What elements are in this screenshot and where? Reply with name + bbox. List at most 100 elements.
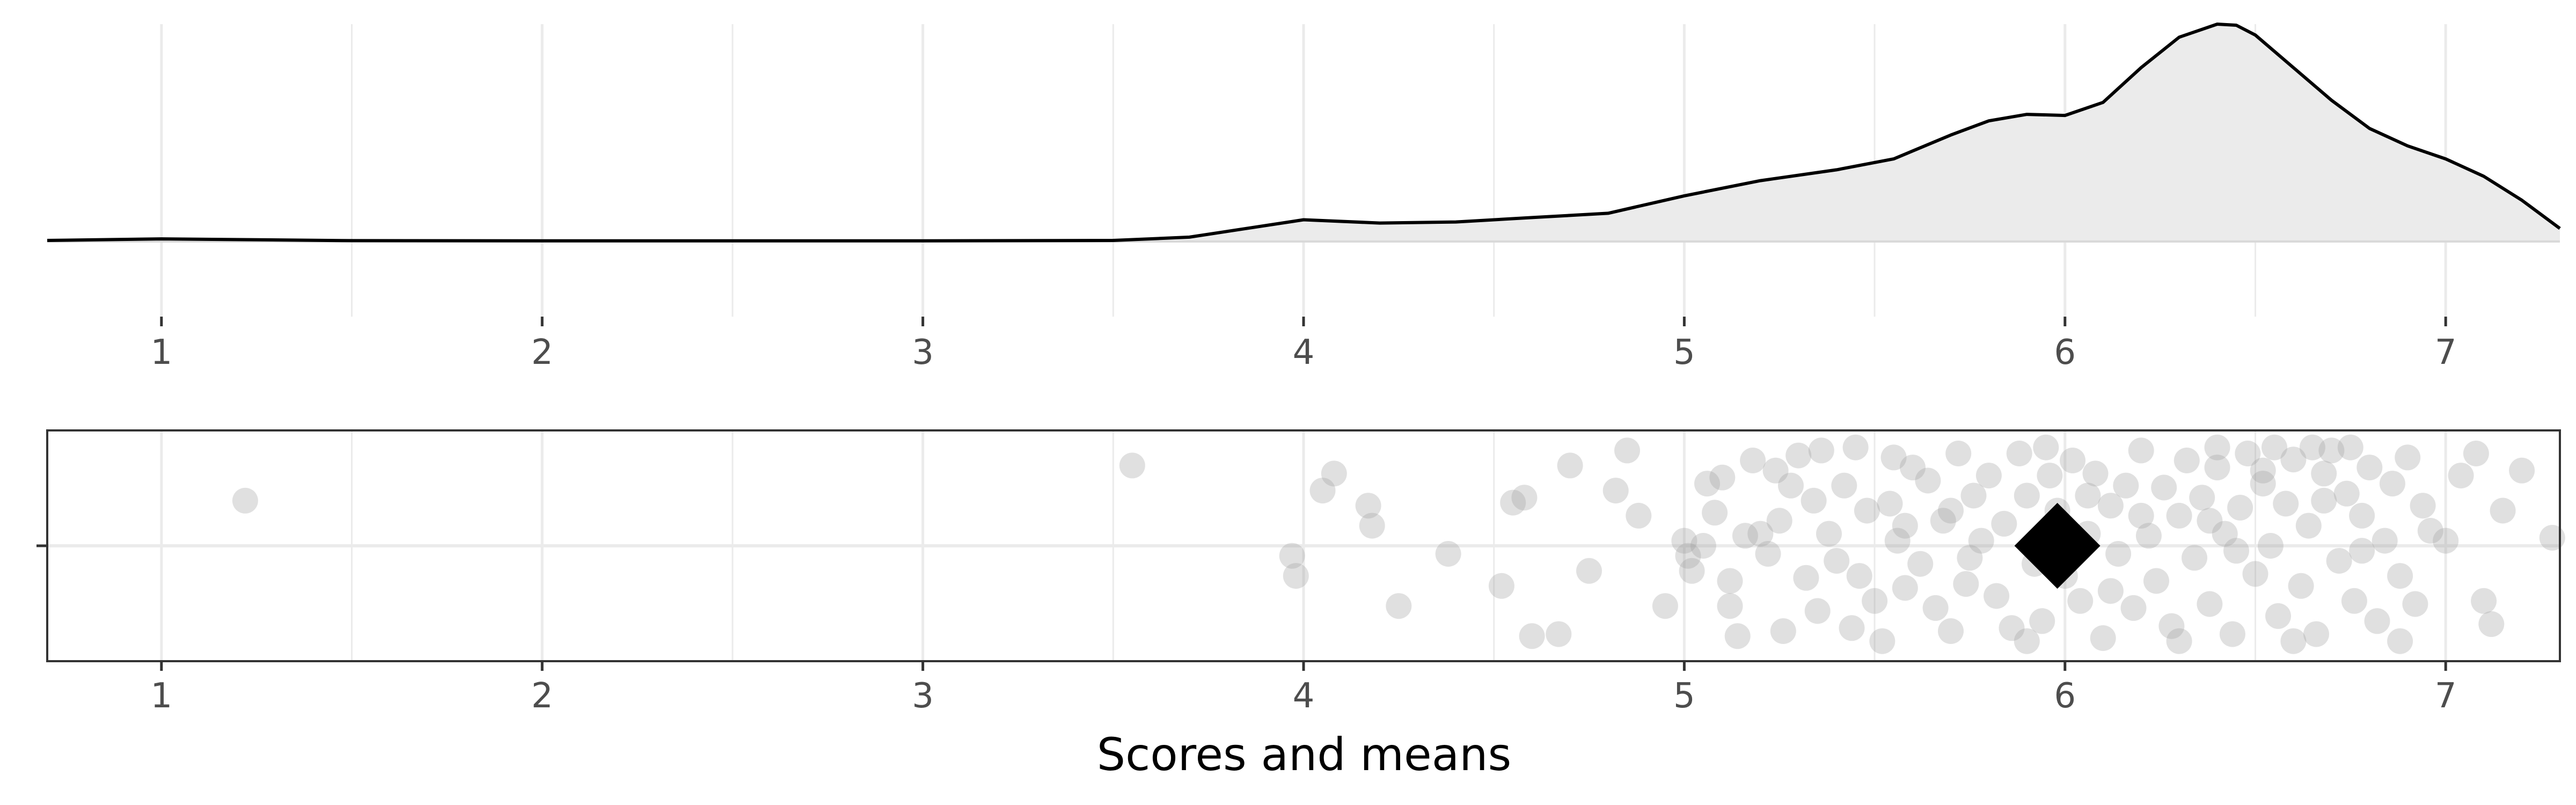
data-point [1960,482,1987,509]
data-point [1915,467,1941,494]
data-point [1953,571,1979,597]
data-point [1877,491,1903,517]
data-point [2097,493,2124,519]
data-point [2402,591,2428,617]
data-point [2463,441,2489,466]
data-point [2075,482,2101,509]
data-point [1717,593,1743,619]
data-point [1770,618,1796,644]
density-area [47,24,2560,241]
data-point [2341,588,2367,614]
data-point [1884,528,1911,554]
data-point [2223,538,2249,564]
data-point [2478,611,2505,637]
scatter-x-tick-label: 6 [2054,676,2076,716]
data-point [2197,508,2223,534]
data-point [1576,558,1602,584]
data-point [1839,615,1865,641]
scatter-panel [36,429,2565,662]
data-point [2417,518,2443,544]
data-point [1386,593,1412,619]
data-point [1957,545,1983,571]
data-point [2433,528,2459,554]
data-point [1546,621,1572,647]
data-point [2158,613,2185,639]
data-point [1626,502,1652,529]
data-point [2349,538,2375,564]
density-x-tick-label: 6 [2054,333,2076,372]
data-point [2448,463,2474,489]
data-point [1283,563,1309,589]
data-point [2539,525,2565,551]
data-point [2262,434,2287,460]
data-point [1892,513,1918,539]
data-point [2299,434,2325,460]
data-point [2288,573,2314,599]
data-point [1762,457,1789,484]
data-point [1557,452,1583,479]
scatter-x-tick-label: 5 [1673,676,1695,716]
data-point [1724,623,1751,649]
data-point [2067,588,2094,614]
data-point [2128,502,2154,529]
data-point [1747,521,1774,547]
data-point [1679,558,1705,584]
data-point [1690,533,1716,559]
data-point [1359,513,1385,539]
data-point [2135,523,2162,549]
data-point [2490,497,2516,524]
data-point [2318,437,2345,464]
data-point [2204,434,2230,460]
data-point [2273,491,2299,517]
scatter-x-tick-label: 3 [912,676,934,716]
scatter-x-axis: 1 2 3 4 5 6 7 [150,661,2457,716]
data-point [2204,455,2230,481]
scatter-x-tick-label: 7 [2435,676,2457,716]
data-point [2235,441,2261,466]
data-point [1930,508,1956,534]
data-point [2014,628,2040,654]
data-point [1119,452,1145,479]
data-point [1808,437,1834,464]
data-point [1880,444,1907,471]
data-point [1922,595,1949,621]
data-point [1991,510,2017,537]
data-point [1938,497,1964,524]
data-point [1824,548,1850,574]
data-point [2166,502,2192,529]
data-point [1766,508,1792,534]
data-point [2113,472,2139,499]
data-point [2395,444,2421,471]
data-point [2060,448,2085,473]
data-point [1602,478,1629,504]
scatter-x-tick-label: 1 [150,676,172,716]
data-point [2387,628,2413,654]
data-point [1804,598,1831,624]
data-point [2189,485,2215,511]
data-point [232,487,258,514]
density-x-tick-label: 4 [1293,333,1315,372]
data-point [2143,568,2169,594]
data-point [2311,460,2337,487]
data-point [2212,521,2238,547]
data-point [1842,434,1869,460]
data-point [1945,441,1972,466]
data-point [2097,578,2124,604]
data-point [1740,448,1766,473]
density-x-tick-label: 2 [531,333,553,372]
data-point [2219,621,2245,647]
data-point [2197,591,2223,617]
data-point [1816,521,1842,547]
data-point [2265,603,2291,629]
scatter-x-tick-label: 4 [1293,676,1315,716]
data-point [1652,593,1678,619]
data-point [1694,471,1720,497]
data-point [1488,573,1514,599]
data-point [2033,434,2059,460]
data-point [2250,471,2276,497]
data-point [1321,460,1347,487]
data-point [1900,455,1926,481]
data-point [2410,493,2436,519]
data-point [1854,497,1880,524]
data-point [2311,487,2337,514]
